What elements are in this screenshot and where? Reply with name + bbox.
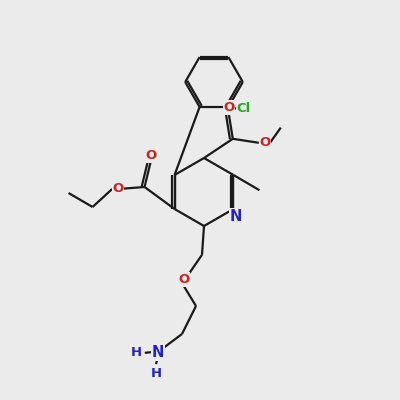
Text: O: O xyxy=(223,101,234,114)
Text: O: O xyxy=(178,273,190,286)
Text: H: H xyxy=(131,346,142,359)
Text: O: O xyxy=(112,182,124,195)
Text: N: N xyxy=(229,209,242,224)
Text: O: O xyxy=(145,149,156,162)
Text: N: N xyxy=(152,345,164,360)
Text: Cl: Cl xyxy=(236,102,251,116)
Text: O: O xyxy=(260,136,271,149)
Text: H: H xyxy=(150,367,162,380)
